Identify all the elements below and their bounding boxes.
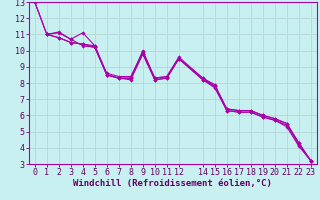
X-axis label: Windchill (Refroidissement éolien,°C): Windchill (Refroidissement éolien,°C) [73, 179, 272, 188]
